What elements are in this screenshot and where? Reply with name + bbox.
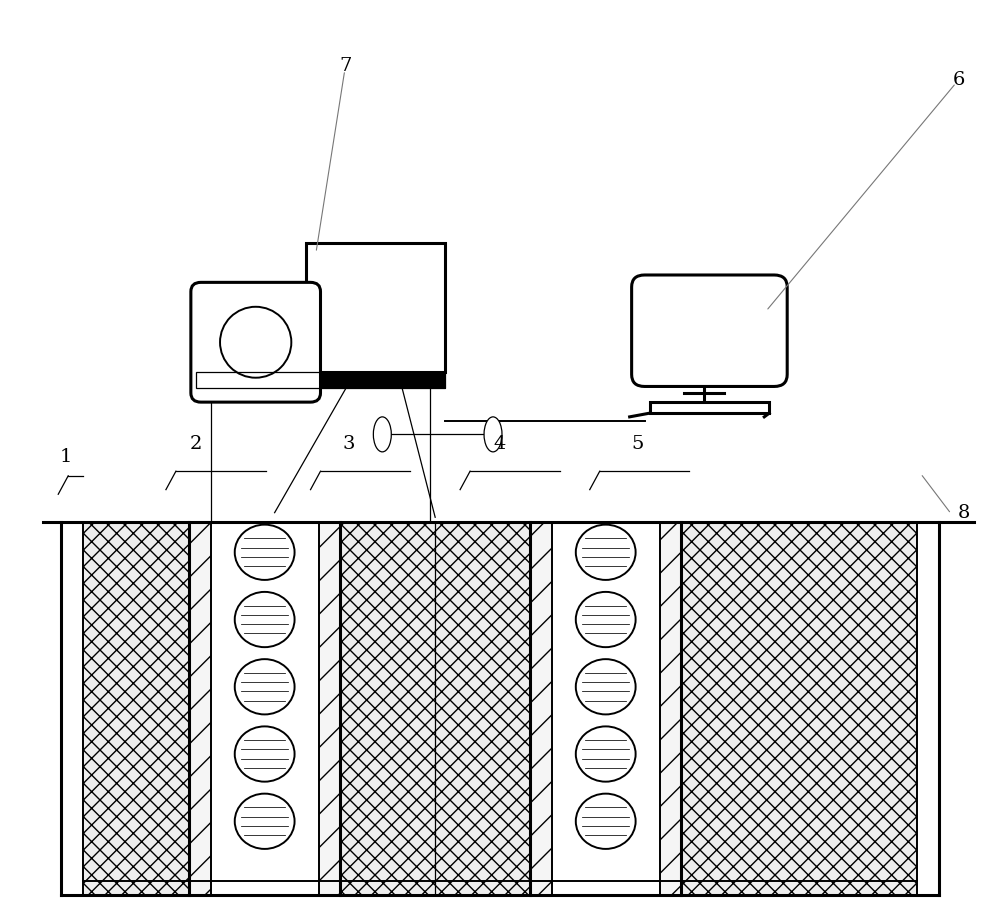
Bar	[83, 522, 189, 895]
Ellipse shape	[373, 417, 391, 452]
Bar	[196, 371, 445, 388]
Bar	[660, 522, 681, 895]
Ellipse shape	[484, 417, 502, 452]
FancyBboxPatch shape	[632, 275, 787, 386]
Text: 1: 1	[60, 448, 72, 467]
Circle shape	[576, 592, 636, 647]
Text: 3: 3	[342, 434, 355, 453]
Ellipse shape	[373, 261, 391, 296]
Text: 8: 8	[958, 504, 970, 522]
Circle shape	[235, 525, 295, 580]
Circle shape	[576, 794, 636, 849]
Text: 6: 6	[953, 71, 965, 89]
Bar	[189, 522, 211, 895]
Circle shape	[235, 659, 295, 714]
Circle shape	[576, 525, 636, 580]
Bar	[530, 522, 552, 895]
Circle shape	[235, 592, 295, 647]
Circle shape	[576, 659, 636, 714]
Bar	[319, 522, 340, 895]
Circle shape	[235, 794, 295, 849]
Bar	[650, 402, 769, 413]
Text: 5: 5	[631, 434, 644, 453]
Circle shape	[576, 726, 636, 782]
Bar	[681, 522, 917, 895]
Bar	[340, 522, 530, 895]
Text: 4: 4	[494, 434, 506, 453]
Circle shape	[235, 726, 295, 782]
Text: 7: 7	[339, 57, 352, 75]
Bar	[306, 243, 445, 371]
Text: 2: 2	[190, 434, 202, 453]
Bar	[196, 371, 445, 388]
Ellipse shape	[373, 334, 391, 369]
FancyBboxPatch shape	[191, 283, 320, 402]
